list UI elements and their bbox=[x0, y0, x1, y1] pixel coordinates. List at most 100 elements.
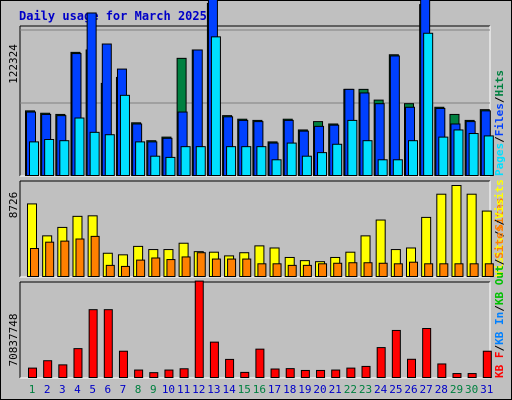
bar-sites-day-17 bbox=[272, 263, 282, 277]
bar-pages-day-27 bbox=[423, 32, 434, 176]
bar-pages-day-29 bbox=[453, 129, 464, 177]
bar-kb-f-day-27 bbox=[422, 327, 432, 379]
bar-pages-day-21 bbox=[332, 143, 343, 176]
legend-item-kb-f: KB F bbox=[493, 352, 506, 379]
bar-sites-day-6 bbox=[105, 264, 115, 277]
bar-sites-day-2 bbox=[45, 241, 55, 277]
x-label-day-27: 27 bbox=[420, 383, 433, 396]
bar-kb-f-day-2 bbox=[43, 360, 53, 378]
legend-visits-sites: Visits/Sites bbox=[493, 198, 506, 278]
bar-kb-f-day-14 bbox=[225, 358, 235, 378]
bar-pages-day-17 bbox=[271, 159, 282, 177]
bar-kb-f-day-13 bbox=[209, 341, 219, 378]
bar-kb-f-day-17 bbox=[270, 368, 280, 378]
bar-sites-day-25 bbox=[393, 263, 403, 277]
bar-kb-f-day-25 bbox=[391, 329, 401, 379]
bar-pages-day-4 bbox=[74, 117, 85, 177]
legend-item-visits: Visits bbox=[493, 237, 506, 277]
max-value-label: 70837748 bbox=[7, 314, 20, 367]
bar-kb-f-day-18 bbox=[285, 368, 295, 378]
x-label-day-17: 17 bbox=[268, 383, 281, 396]
bar-sites-day-10 bbox=[166, 259, 176, 277]
legend-item-kb-out: KB Out bbox=[493, 265, 506, 305]
bar-pages-day-3 bbox=[59, 140, 70, 176]
x-label-day-3: 3 bbox=[59, 383, 66, 396]
bar-kb-f-day-21 bbox=[331, 369, 341, 378]
legend-separator: / bbox=[493, 219, 506, 226]
bar-visits-day-29 bbox=[451, 185, 462, 277]
x-label-day-13: 13 bbox=[207, 383, 220, 396]
bar-kb-f-day-23 bbox=[361, 365, 371, 378]
bar-sites-day-26 bbox=[409, 261, 418, 277]
x-label-day-5: 5 bbox=[89, 383, 96, 396]
bar-kb-f-day-9 bbox=[149, 372, 159, 379]
x-label-day-19: 19 bbox=[298, 383, 311, 396]
bar-pages-day-10 bbox=[165, 156, 176, 176]
bar-sites-day-5 bbox=[90, 235, 100, 277]
legend-separator: / bbox=[493, 96, 506, 103]
x-label-day-24: 24 bbox=[374, 383, 388, 396]
x-label-day-28: 28 bbox=[435, 383, 448, 396]
x-label-day-4: 4 bbox=[74, 383, 81, 396]
bar-kb-f-day-10 bbox=[164, 369, 174, 378]
legend-item-pages: Pages bbox=[493, 143, 506, 176]
x-label-day-10: 10 bbox=[162, 383, 175, 396]
bar-kb-f-day-12 bbox=[194, 280, 204, 378]
bar-sites-day-1 bbox=[30, 248, 39, 278]
bar-sites-day-29 bbox=[454, 263, 464, 277]
bar-pages-day-5 bbox=[89, 131, 100, 176]
x-label-day-9: 9 bbox=[150, 383, 157, 396]
bar-sites-day-4 bbox=[75, 238, 85, 277]
x-label-day-14: 14 bbox=[222, 383, 236, 396]
bar-kb-f-day-8 bbox=[134, 369, 144, 378]
bar-pages-day-16 bbox=[256, 146, 267, 176]
bar-kb-f-day-11 bbox=[179, 368, 189, 378]
legend-separator: / bbox=[493, 136, 506, 143]
bar-pages-day-28 bbox=[438, 136, 449, 176]
bar-pages-day-7 bbox=[119, 94, 130, 176]
bar-sites-day-11 bbox=[181, 256, 191, 278]
bar-pages-day-13 bbox=[210, 36, 221, 177]
bar-kb-f-day-26 bbox=[407, 358, 416, 378]
bar-pages-day-9 bbox=[150, 155, 161, 177]
bar-kb-f-day-31 bbox=[482, 350, 492, 379]
legend-separator: / bbox=[493, 258, 506, 265]
legend-separator: / bbox=[493, 305, 506, 312]
bar-pages-day-2 bbox=[44, 138, 55, 177]
x-label-day-30: 30 bbox=[465, 383, 478, 396]
bar-sites-day-21 bbox=[333, 262, 343, 277]
bar-kb-f-day-29 bbox=[452, 373, 462, 379]
bar-pages-day-12 bbox=[195, 146, 206, 176]
x-label-day-18: 18 bbox=[283, 383, 296, 396]
legend-kbytes: KB F/KB In/KB Out/Sites/Visits bbox=[493, 179, 506, 378]
bar-pages-day-11 bbox=[180, 146, 191, 176]
x-label-day-31: 31 bbox=[480, 383, 493, 396]
bar-kb-f-day-20 bbox=[316, 369, 326, 378]
bar-pages-day-14 bbox=[226, 146, 237, 176]
bar-sites-day-22 bbox=[348, 262, 358, 277]
x-label-day-15: 15 bbox=[238, 383, 251, 396]
bar-sites-day-8 bbox=[136, 259, 146, 277]
bar-sites-day-23 bbox=[363, 262, 373, 277]
bar-sites-day-14 bbox=[227, 258, 237, 277]
x-label-day-21: 21 bbox=[329, 383, 342, 396]
legend-separator: / bbox=[493, 230, 506, 237]
x-label-day-6: 6 bbox=[104, 383, 111, 396]
chart-title: Daily usage for March 2025 bbox=[19, 9, 207, 23]
x-label-day-25: 25 bbox=[389, 383, 402, 396]
x-label-day-22: 22 bbox=[344, 383, 357, 396]
bar-pages-day-22 bbox=[347, 119, 358, 176]
bar-pages-day-20 bbox=[317, 152, 328, 176]
bar-sites-day-18 bbox=[287, 264, 297, 277]
bar-kb-f-day-22 bbox=[346, 367, 356, 378]
bar-pages-day-19 bbox=[301, 155, 312, 177]
bar-kb-f-day-7 bbox=[118, 350, 128, 379]
bar-sites-day-28 bbox=[439, 263, 449, 277]
x-label-day-8: 8 bbox=[135, 383, 142, 396]
bar-kb-f-day-1 bbox=[28, 367, 37, 378]
bar-sites-day-20 bbox=[318, 263, 328, 277]
legend-item-kb-in: KB In bbox=[493, 312, 506, 345]
bar-sites-day-19 bbox=[302, 264, 312, 277]
bar-kb-f-day-4 bbox=[73, 348, 83, 378]
